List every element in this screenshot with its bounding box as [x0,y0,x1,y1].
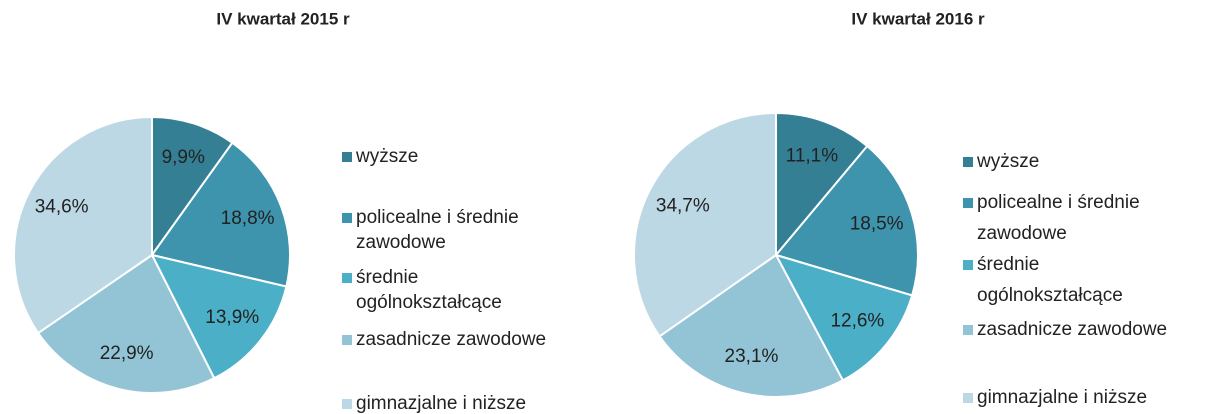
data-label: 13,9% [205,307,259,328]
data-label: 22,9% [100,343,154,364]
legend-swatch [342,213,352,223]
pie-slice [150,141,291,288]
data-label: 12,6% [830,310,884,331]
legend-label: wyższe [355,146,418,167]
legend-label: zasadnicze zawodowe [356,329,546,350]
legend-label: policealne i średnie zawodowe [356,207,524,253]
chart-title: IV kwartał 2015 r [216,9,350,28]
data-label: 11,1% [786,145,839,166]
legend-label: gimnazjalne i niższe [356,393,526,414]
legend-label: policealne i średnie zawodowe [977,192,1145,244]
pie-slice [151,115,234,259]
legend-swatch [342,399,352,409]
pie-slice [658,253,845,398]
pie-slice [13,115,153,335]
data-label: 34,6% [35,196,89,217]
pie-slice [774,144,919,297]
legend-swatch [963,325,973,335]
legend-swatch [963,157,973,167]
data-label: 18,5% [850,214,904,235]
legend-label: średnie ogólnokształcące [977,254,1123,306]
pie-slice [36,253,216,394]
legend-label: gimnazjalne i niższe [977,387,1147,408]
pie-slice [150,253,288,380]
legend-label: średnie ogólnokształcące [356,267,502,313]
legend-swatch [963,260,973,270]
legend-swatch [342,273,352,283]
data-label: 23,1% [725,346,779,367]
chart-title: IV kwartał 2016 r [851,9,985,28]
data-label: 18,8% [221,208,275,229]
pie-slice [775,111,869,258]
pie-slice [633,111,777,338]
data-label: 9,9% [162,147,205,168]
legend-swatch [342,152,352,162]
legend-swatch [342,335,352,345]
legend-swatch [963,198,973,208]
legend-label: wyższe [976,151,1039,172]
pie-slice [773,253,914,382]
legend-label: zasadnicze zawodowe [977,319,1167,340]
legend-swatch [963,393,973,403]
data-label: 34,7% [656,195,710,216]
